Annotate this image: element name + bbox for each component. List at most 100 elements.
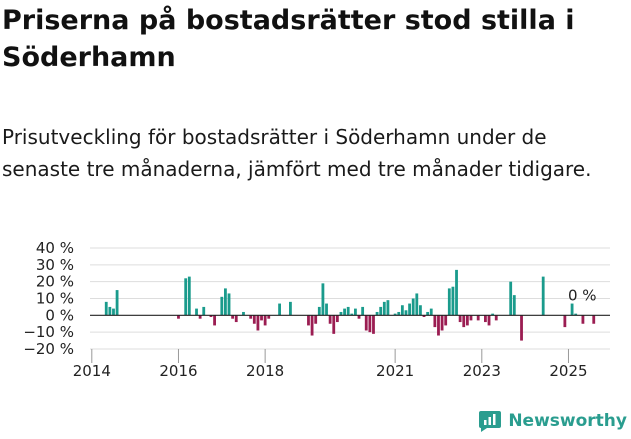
bar (209, 315, 213, 318)
bar (224, 288, 227, 316)
bar (462, 315, 466, 328)
bar (332, 315, 336, 334)
bar (267, 315, 271, 319)
bar (112, 308, 115, 316)
bar (314, 315, 318, 324)
bar (512, 295, 516, 316)
bar (104, 301, 108, 316)
bar (364, 315, 368, 331)
bar (408, 303, 411, 316)
bar (469, 315, 473, 321)
bar (415, 293, 419, 316)
bar (494, 315, 498, 321)
bar (310, 315, 314, 336)
bar (426, 311, 430, 316)
bar (574, 313, 578, 316)
page-title: Priserna på bostadsrätter stod stilla i … (2, 5, 575, 73)
bar (372, 315, 375, 334)
bar (184, 278, 188, 316)
bar (249, 315, 253, 319)
bar (278, 303, 281, 316)
bar (509, 281, 513, 316)
bar (321, 283, 325, 316)
bar (220, 296, 224, 316)
bar (289, 301, 292, 316)
bar (429, 308, 433, 316)
bar (202, 306, 206, 316)
bar (520, 315, 523, 341)
bar (346, 306, 350, 316)
bar (491, 313, 495, 316)
bar (437, 315, 440, 336)
bar (354, 308, 357, 316)
bar (541, 276, 545, 316)
bar (198, 315, 202, 319)
bar (393, 313, 397, 316)
x-tick-label: 2021 (376, 362, 414, 380)
y-tick-label: 40 % (36, 239, 74, 257)
bar (343, 308, 346, 316)
y-tick-label: 30 % (36, 256, 74, 274)
newsworthy-logo-icon (479, 411, 502, 432)
y-tick-label: −10 % (23, 323, 74, 341)
x-tick-label: 2016 (159, 362, 197, 380)
bar (350, 313, 354, 316)
bar (317, 306, 321, 316)
brand-name: Newsworthy (508, 411, 627, 431)
bar (339, 311, 343, 316)
bar (227, 293, 231, 316)
bar (476, 315, 480, 321)
bar (213, 315, 216, 326)
bar (455, 269, 458, 316)
bar (400, 305, 404, 316)
bar (231, 315, 235, 319)
y-tick-label: 20 % (36, 273, 74, 291)
bar (487, 315, 491, 326)
bar (382, 301, 386, 316)
x-tick-label: 2018 (246, 362, 284, 380)
bar (404, 310, 408, 316)
bar (242, 311, 245, 316)
x-axis-ticks: 2014 2016 2018 2021 2023 2025 (73, 349, 588, 380)
x-tick-label: 2025 (549, 362, 587, 380)
bar (444, 315, 448, 326)
grid-lines (90, 247, 610, 350)
bar (357, 315, 361, 319)
bar (195, 308, 198, 316)
price-change-bar-chart: 40 %30 %20 %10 %0 %−10 %−20 % 2014 2016 20… (23, 239, 610, 380)
bar (411, 298, 415, 316)
bar (263, 315, 267, 326)
bar (368, 315, 372, 333)
bar (375, 311, 379, 316)
bar (328, 315, 332, 324)
bar (581, 315, 585, 324)
bar (419, 305, 422, 316)
bar (108, 306, 112, 316)
bar (386, 300, 390, 316)
bar (563, 315, 567, 328)
bar (484, 315, 487, 323)
bar (177, 315, 180, 319)
bar (447, 288, 451, 316)
x-tick-label: 2023 (463, 362, 501, 380)
last-value-annotation: 0 % (568, 286, 597, 304)
bar (307, 315, 310, 326)
y-tick-label: −20 % (23, 340, 74, 358)
y-axis-ticks: 40 %30 %20 %10 %0 %−10 %−20 % (23, 239, 74, 358)
bar (422, 315, 426, 318)
last-value-label: 0 % (568, 286, 597, 304)
y-tick-label: 10 % (36, 290, 74, 308)
bar (234, 315, 238, 323)
bar (458, 315, 462, 323)
x-tick-label: 2014 (73, 362, 111, 380)
bar (335, 315, 339, 323)
bar (433, 315, 437, 328)
bar (260, 315, 263, 321)
bar (361, 306, 365, 316)
bar (592, 315, 596, 324)
bar (465, 315, 469, 326)
bar (397, 311, 401, 316)
bar (379, 306, 383, 316)
bars (104, 269, 596, 341)
bar (325, 303, 328, 316)
